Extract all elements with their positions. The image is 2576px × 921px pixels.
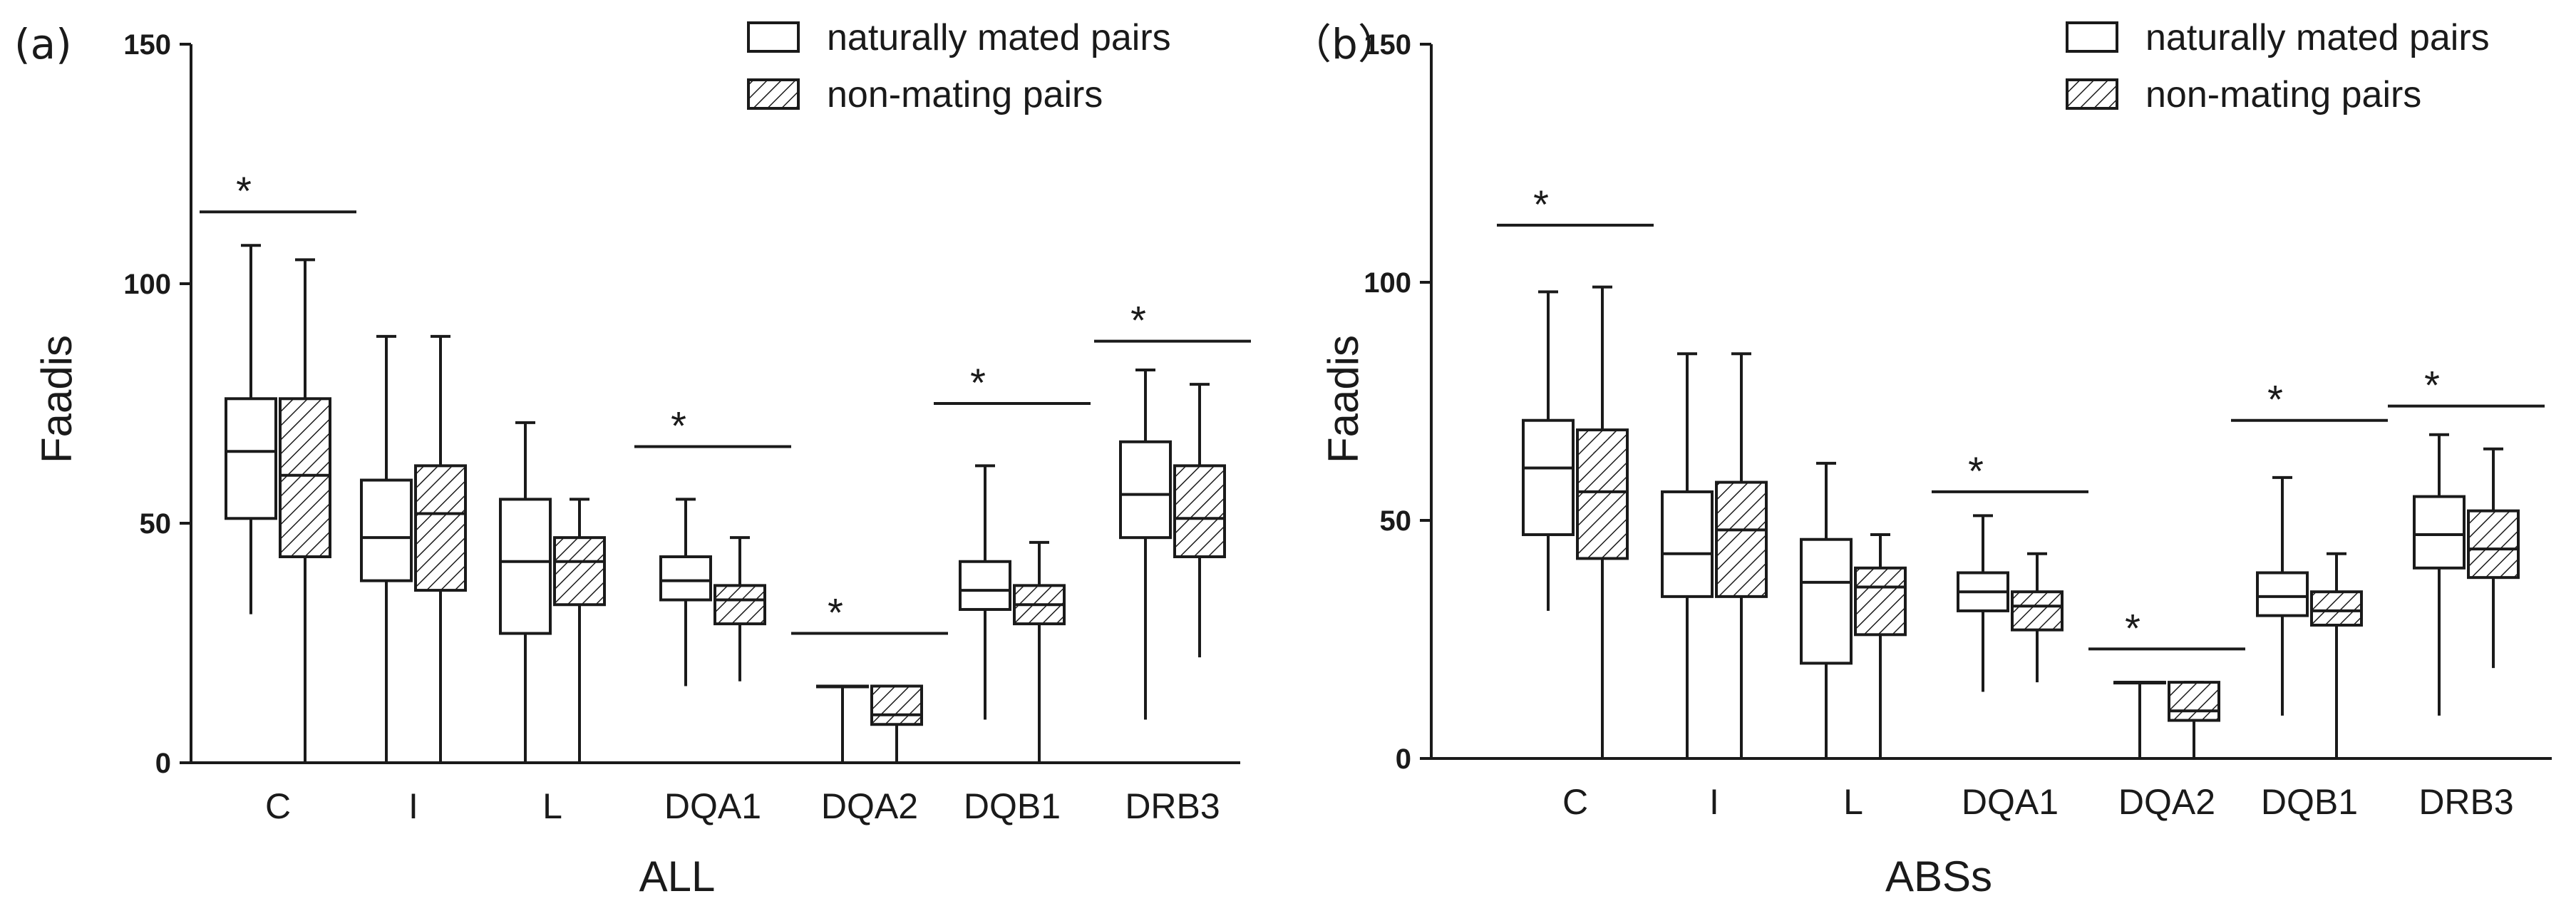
legend: naturally mated pairs non-mating pairs <box>747 17 1171 115</box>
panel-a: (a) Faadis ALL naturally mated pairs non… <box>14 17 1251 900</box>
x-tick-label: DRB3 <box>2418 782 2513 822</box>
x-tick-label: I <box>1709 782 1719 822</box>
box-nonmating <box>2310 590 2363 627</box>
legend-label-nonmating: non-mating pairs <box>2145 74 2421 115</box>
y-tick-label: 100 <box>123 269 171 300</box>
significance-marker: * <box>2267 377 2283 422</box>
legend-swatch-hatched <box>2066 78 2118 110</box>
x-tick-label: DQB1 <box>964 786 1061 826</box>
y-axis-title: Faadis <box>33 335 81 463</box>
significance-marker: * <box>236 168 252 213</box>
box-mated <box>2256 571 2309 617</box>
box-nonmating <box>2011 590 2064 632</box>
plot-area: 0 50 100 150 C I L DQA1 DQA2 DQB1 DRB3 * * * * * <box>1364 29 2552 822</box>
x-tick-label: C <box>265 786 291 826</box>
box-nonmating <box>279 397 331 559</box>
legend-label-nonmating: non-mating pairs <box>827 74 1103 115</box>
y-tick-label: 50 <box>140 508 172 540</box>
box-nonmating <box>1715 480 1768 598</box>
y-tick-label: 150 <box>1364 29 1411 61</box>
y-tick-label: 100 <box>1364 267 1411 299</box>
legend-label-mated: naturally mated pairs <box>2145 17 2490 58</box>
box-nonmating <box>2168 681 2220 722</box>
box-mated <box>659 555 712 602</box>
significance-marker: * <box>671 403 686 448</box>
box-mated <box>2413 495 2466 570</box>
box-nonmating <box>2467 509 2520 580</box>
legend: naturally mated pairs non-mating pairs <box>2066 17 2490 115</box>
x-tick-label: DQA2 <box>2118 782 2215 822</box>
x-tick-label: L <box>542 786 562 826</box>
x-tick-label: C <box>1562 782 1588 822</box>
x-tick-label: DRB3 <box>1125 786 1220 826</box>
panel-label: (a) <box>14 20 72 68</box>
x-tick-label: DQB1 <box>2261 782 2358 822</box>
box-mated <box>959 560 1011 611</box>
box-nonmating <box>1854 566 1907 637</box>
significance-marker: * <box>2424 363 2440 408</box>
box-mated <box>1119 440 1172 540</box>
y-tick-label: 0 <box>155 748 171 779</box>
x-tick-label: DQA1 <box>664 786 761 826</box>
significance-marker: * <box>2125 605 2140 650</box>
y-tick-label: 50 <box>1380 505 1412 537</box>
box-mated <box>499 498 552 635</box>
legend-swatch-open <box>747 21 800 53</box>
significance-marker: * <box>1968 448 1984 493</box>
legend-label-mated: naturally mated pairs <box>827 17 1171 58</box>
x-tick-label: L <box>1843 782 1863 822</box>
significance-marker: * <box>828 590 843 635</box>
significance-marker: * <box>1130 298 1146 343</box>
x-axis-title: ALL <box>639 853 716 900</box>
box-nonmating <box>1173 464 1226 559</box>
plot-area: 0 50 100 150 C I L DQA1 DQA2 DQB1 DRB3 * * * * * <box>123 29 1251 826</box>
legend-swatch-hatched <box>747 78 800 110</box>
y-tick-label: 150 <box>123 29 171 61</box>
box-nonmating <box>713 584 766 626</box>
legend-swatch-open <box>2066 21 2118 53</box>
box-mated <box>225 397 277 520</box>
x-tick-label: DQA2 <box>821 786 918 826</box>
x-axis-title: ABSs <box>1885 853 1992 900</box>
significance-marker: * <box>970 360 986 405</box>
significance-marker: * <box>1533 182 1549 227</box>
y-tick-label: 0 <box>1396 744 1411 775</box>
box-mated <box>360 478 413 582</box>
box-nonmating <box>1576 428 1629 560</box>
y-axis-title: Faadis <box>1319 335 1367 463</box>
box-mated <box>1661 490 1714 598</box>
box-nonmating <box>553 536 606 607</box>
x-tick-label: I <box>408 786 418 826</box>
panel-b: （b） Faadis ABSs naturally mated pairs no… <box>1290 17 2552 900</box>
box-mated <box>1522 418 1575 537</box>
x-tick-label: DQA1 <box>1962 782 2059 822</box>
box-nonmating <box>414 464 467 592</box>
box-nonmating <box>870 684 923 726</box>
panel-label: （b） <box>1290 20 1399 68</box>
box-mated <box>1800 537 1853 665</box>
